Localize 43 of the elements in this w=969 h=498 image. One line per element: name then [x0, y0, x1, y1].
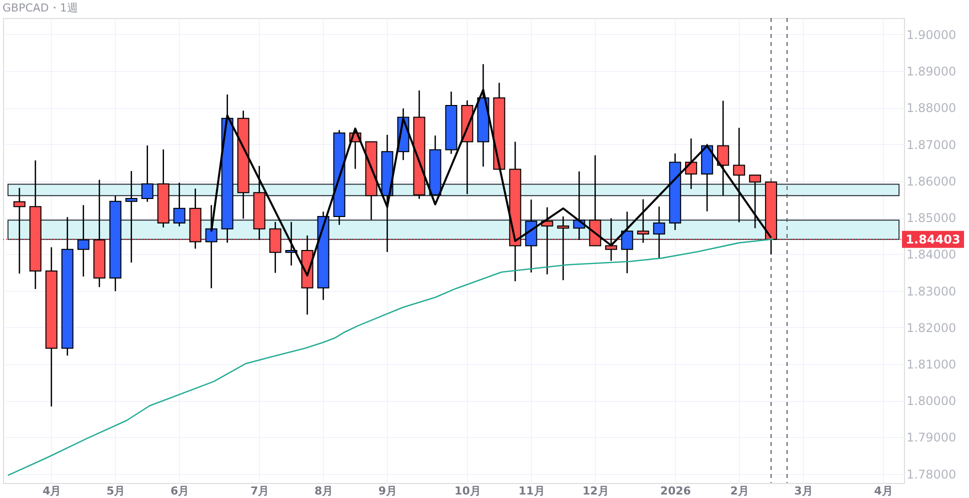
x-tick-label: 10月 [454, 484, 481, 498]
candlestick [269, 221, 282, 274]
candlestick [637, 198, 650, 244]
candlestick [13, 187, 26, 274]
y-tick-label: 1.85000 [906, 211, 956, 226]
candlestick [141, 144, 154, 202]
y-tick-label: 1.78000 [906, 467, 956, 482]
candlestick [605, 218, 618, 262]
x-tick-label: 3月 [794, 484, 813, 498]
candlestick [173, 182, 186, 227]
x-tick-label: 2026 [660, 484, 692, 498]
y-tick-label: 1.88000 [906, 101, 956, 116]
x-tick-label: 5月 [106, 484, 126, 498]
y-tick-label: 1.87000 [906, 138, 956, 152]
y-tick-label: 1.79000 [906, 430, 956, 445]
x-tick-label: 4月 [874, 484, 893, 498]
y-tick-label: 1.90000 [906, 28, 956, 42]
candlestick [653, 206, 666, 259]
x-tick-label: 6月 [170, 484, 190, 498]
y-tick-label: 1.80000 [906, 394, 956, 408]
candlestick [125, 170, 138, 264]
line-series [7, 238, 774, 476]
y-tick-label: 1.84000 [906, 248, 956, 262]
x-tick-label: 2月 [730, 484, 749, 498]
chart-title: GBPCAD・1週 [2, 2, 78, 14]
y-tick-label: 1.82000 [906, 320, 956, 335]
candlestick [749, 174, 762, 229]
x-tick-label: 12月 [582, 484, 609, 498]
candlestick [77, 204, 90, 278]
candlestick [621, 211, 634, 274]
x-tick-label: 11月 [518, 484, 545, 498]
y-tick-label: 1.83000 [906, 284, 956, 298]
candlestick [717, 100, 730, 196]
candlestick [557, 216, 570, 281]
candlestick [733, 127, 746, 223]
y-tick-label: 1.81000 [906, 358, 956, 372]
y-tick-label: 1.86000 [906, 174, 956, 188]
x-tick-label: 8月 [314, 484, 334, 498]
y-tick-label: 1.89000 [906, 64, 956, 79]
x-tick-label: 7月 [250, 484, 270, 498]
ref-line-label: 1.84403 [906, 232, 960, 246]
x-tick-label: 9月 [378, 484, 398, 498]
x-tick-label: 4月 [42, 484, 62, 498]
